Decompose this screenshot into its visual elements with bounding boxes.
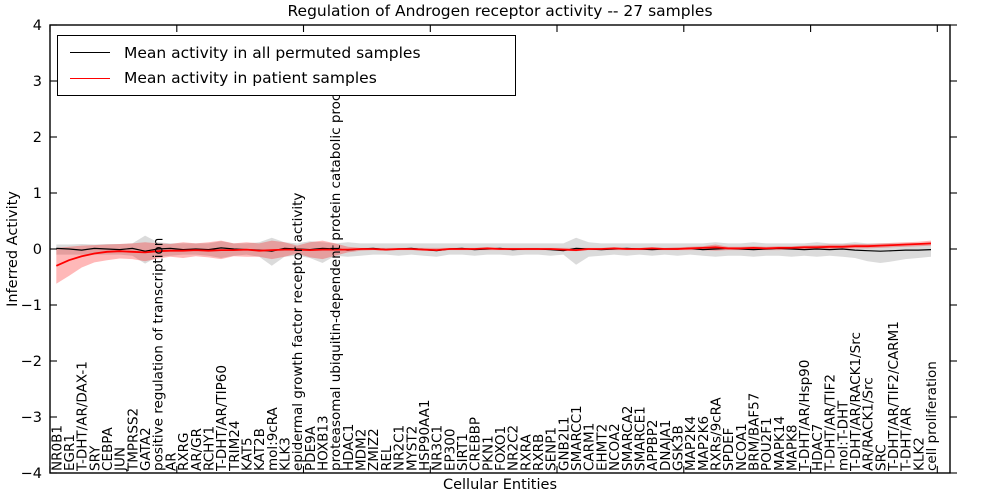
y-axis-label: Inferred Activity [5, 191, 21, 307]
legend: Mean activity in all permuted samples Me… [57, 35, 516, 96]
x-tick-label: T-DHT/AR/Hsp90 [797, 360, 813, 472]
x-axis-ticks [49, 25, 938, 473]
x-tick-label: SPDEF [721, 428, 737, 471]
band-series-1 [56, 240, 932, 284]
y-tick-label: 0 [33, 242, 42, 258]
x-tick-label: mol:9cRA [265, 406, 281, 471]
x-tick-label: SENP1 [544, 427, 560, 471]
x-tick-label: MAP2K4 [683, 416, 699, 471]
x-tick-label: mol:T-DHT [835, 400, 851, 471]
x-tick-label: T-DHT/AR/RACK1/Src [848, 332, 864, 472]
legend-entry-permuted: Mean activity in all permuted samples [70, 44, 515, 62]
x-tick-label: MYST2 [404, 426, 420, 471]
patient-line-swatch [70, 77, 110, 79]
x-tick-label: EGR1 [62, 434, 78, 471]
x-tick-label: NR2C1 [392, 425, 408, 471]
x-tick-label: EHMT2 [594, 424, 610, 471]
x-tick-label: HDAC1 [341, 424, 357, 471]
y-tick-label: −3 [21, 410, 42, 426]
x-tick-label: SIRT1 [455, 433, 471, 471]
x-tick-label: MAP2K6 [696, 416, 712, 471]
x-tick-label: KLK2 [911, 437, 927, 471]
x-tick-label: T-DHT/AR [899, 407, 915, 472]
x-tick-label: PDE9A [303, 425, 319, 471]
x-tick-label: RCHY1 [202, 426, 218, 471]
y-tick-label: −4 [21, 466, 42, 482]
y-tick-label: 1 [33, 186, 42, 202]
x-tick-label: epidermal growth factor receptor activit… [290, 193, 306, 471]
x-tick-label: NR2C2 [506, 425, 522, 471]
x-tick-label: HDAC7 [810, 424, 826, 471]
x-tick-label: NCOA2 [607, 423, 623, 471]
line-series-1 [55, 242, 932, 267]
x-tick-label: AR/RACK1/Src [861, 377, 877, 471]
x-tick-label: CEBPA [100, 427, 116, 471]
x-tick-label: SMARCA2 [620, 406, 636, 471]
x-tick-label: NR0B1 [49, 425, 65, 471]
x-tick-label: T-DHT/AR/TIP60 [214, 365, 230, 472]
x-tick-label: T-DHT/AR/TIF2 [823, 374, 839, 472]
x-tick-label: SRY [87, 445, 103, 471]
x-axis-label: Cellular Entities [442, 477, 558, 493]
x-tick-label: KAT2B [252, 428, 268, 471]
x-tick-label: AR/GR [189, 428, 205, 471]
x-tick-label: AR [163, 452, 179, 471]
x-tick-label: HOXB13 [316, 415, 332, 471]
x-tick-label: KLK3 [278, 437, 294, 471]
legend-label-permuted: Mean activity in all permuted samples [124, 43, 421, 62]
x-tick-label: RXRG [176, 433, 192, 471]
x-tick-label: REL [379, 445, 395, 471]
band-series-0 [56, 235, 932, 266]
x-tick-label: PKN1 [480, 435, 496, 471]
x-tick-label: GNB2L1 [556, 416, 572, 471]
x-tick-label: positive regulation of transcription [151, 238, 167, 471]
x-tick-label: JUN [113, 447, 129, 472]
x-tick-label: TMPRSS2 [125, 408, 141, 472]
x-tick-label: GSK3B [671, 425, 687, 471]
x-tick-label: DNAJA1 [658, 420, 674, 471]
x-tick-label: SMARCE1 [632, 406, 648, 471]
y-tick-label: 2 [33, 130, 42, 146]
confidence-bands [56, 235, 932, 284]
x-tick-label: proteasomal ubiquitin-dependent protein … [328, 71, 344, 471]
x-tick-label: RXRB [531, 434, 547, 471]
x-tick-labels: NR0B1EGR1T-DHT/AR/DAX-1SRYCEBPAJUNTMPRSS… [49, 71, 940, 472]
x-tick-label: SRC [873, 444, 889, 471]
x-tick-label: BRM/BAF57 [747, 393, 763, 471]
x-tick-label: GATA2 [138, 427, 154, 471]
legend-entry-patient: Mean activity in patient samples [70, 69, 515, 87]
x-tick-label: T-DHT/AR/TIF2/CARM1 [886, 321, 902, 472]
y-tick-label: 4 [33, 18, 42, 34]
chart-title: Regulation of Androgen receptor activity… [287, 2, 713, 20]
x-tick-label: FOXO1 [493, 426, 509, 471]
x-tick-label: APPBP2 [645, 419, 661, 471]
x-tick-label: POU2F1 [759, 417, 775, 471]
x-tick-label: MAPK14 [772, 416, 788, 471]
x-tick-label: CREBBP [468, 417, 484, 471]
x-tick-label: T-DHT/AR/DAX-1 [75, 361, 91, 472]
x-tick-label: MAPK8 [785, 425, 801, 471]
x-tick-label: KAT5 [240, 437, 256, 471]
x-tick-label: NR3C1 [430, 425, 446, 471]
x-tick-label: RXRs/9cRA [709, 397, 725, 471]
y-tick-label: 3 [33, 74, 42, 90]
y-tick-label: −1 [21, 298, 42, 314]
x-tick-label: cell proliferation [924, 361, 940, 471]
x-tick-label: HSP90AA1 [417, 400, 433, 471]
x-tick-label: ZMIZ2 [366, 428, 382, 471]
x-tick-label: SMARCC1 [569, 405, 585, 471]
mean-lines [55, 242, 932, 267]
x-tick-label: EP300 [442, 429, 458, 471]
x-tick-label: RXRA [518, 434, 534, 471]
y-tick-label: −2 [21, 354, 42, 370]
x-tick-label: MDM2 [354, 429, 370, 471]
axes-frame [49, 24, 951, 474]
permuted-line-swatch [70, 52, 110, 54]
x-tick-label: NCOA1 [734, 423, 750, 471]
legend-label-patient: Mean activity in patient samples [124, 69, 377, 88]
x-tick-label: CARM1 [582, 423, 598, 471]
x-tick-label: TRIM24 [227, 421, 243, 472]
